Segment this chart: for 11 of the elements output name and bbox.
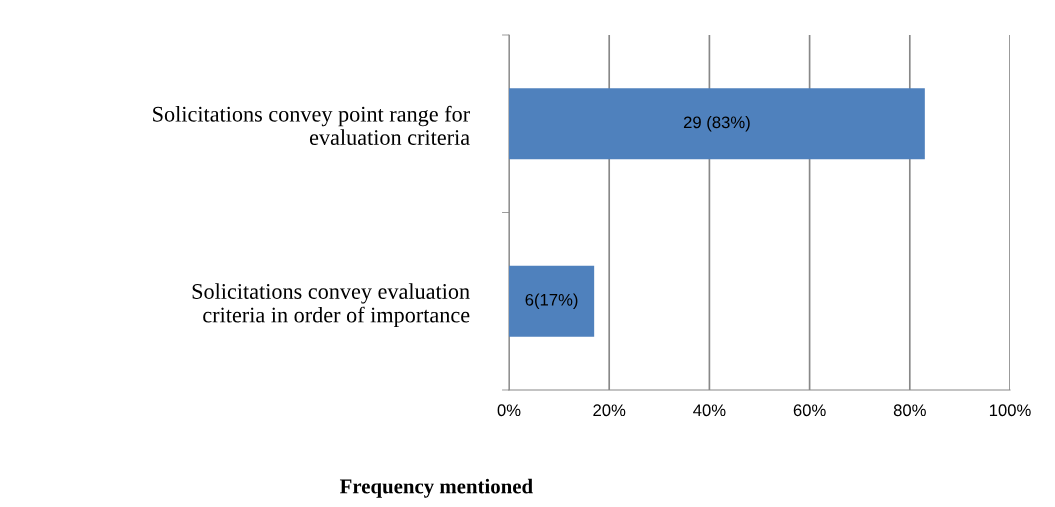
x-axis-title: Frequency mentioned [339,478,533,498]
y-tick-label: Solicitations convey point range for evaluation criteria [153,105,470,145]
x-tick-label: 100% [989,404,1031,417]
x-tick-label: 60% [793,404,826,417]
x-tick-label: 40% [693,404,726,417]
x-tick-label: 80% [893,404,926,417]
x-tick-label: 0% [497,404,521,417]
data-label: 29 (83%) [683,115,750,132]
y-tick-label: Solicitations convey evaluation criteria in order of importance [192,283,470,328]
data-label: 6(17%) [525,293,578,310]
x-tick-label: 20% [593,404,626,417]
